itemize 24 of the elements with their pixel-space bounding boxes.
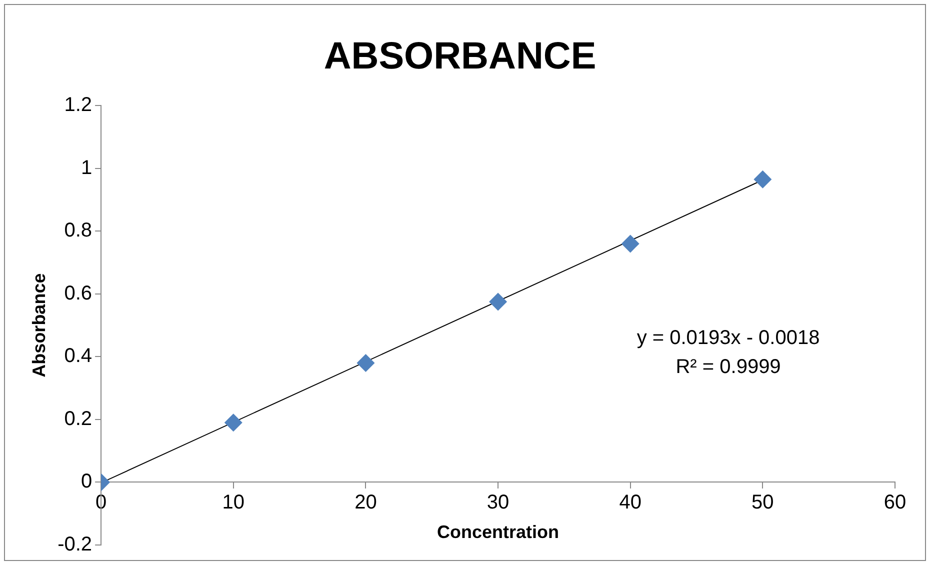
y-axis-title: Absorbance [28,273,49,378]
point [489,292,508,311]
x-tick-label: 10 [222,492,245,514]
annotation: y = 0.0193x - 0.0018 [636,327,820,349]
x-tick-label: 30 [486,492,510,514]
point [754,170,772,188]
y-tick-label: 0.8 [64,220,92,242]
x-tick-label: 60 [884,492,906,514]
y-tick-label: 0 [80,470,92,493]
y-tick-label: -0.2 [58,534,92,556]
y-tick-label: 1 [80,156,92,179]
x-tick-label: 40 [619,492,642,514]
y-tick-label: 0.4 [64,345,92,368]
y-tick-label: 0.2 [64,408,92,430]
point [621,234,640,253]
y-tick-label: 0.6 [64,282,92,304]
y-tick-label: 1.2 [64,94,92,116]
annotation: R² = 0.9999 [676,356,781,378]
x-axis-title: Concentration [437,522,560,542]
x-tick-label: 50 [752,492,774,514]
chart-title: ABSORBANCE [324,35,596,78]
point [224,414,242,432]
point [356,354,375,372]
x-tick-label: 20 [354,492,377,514]
